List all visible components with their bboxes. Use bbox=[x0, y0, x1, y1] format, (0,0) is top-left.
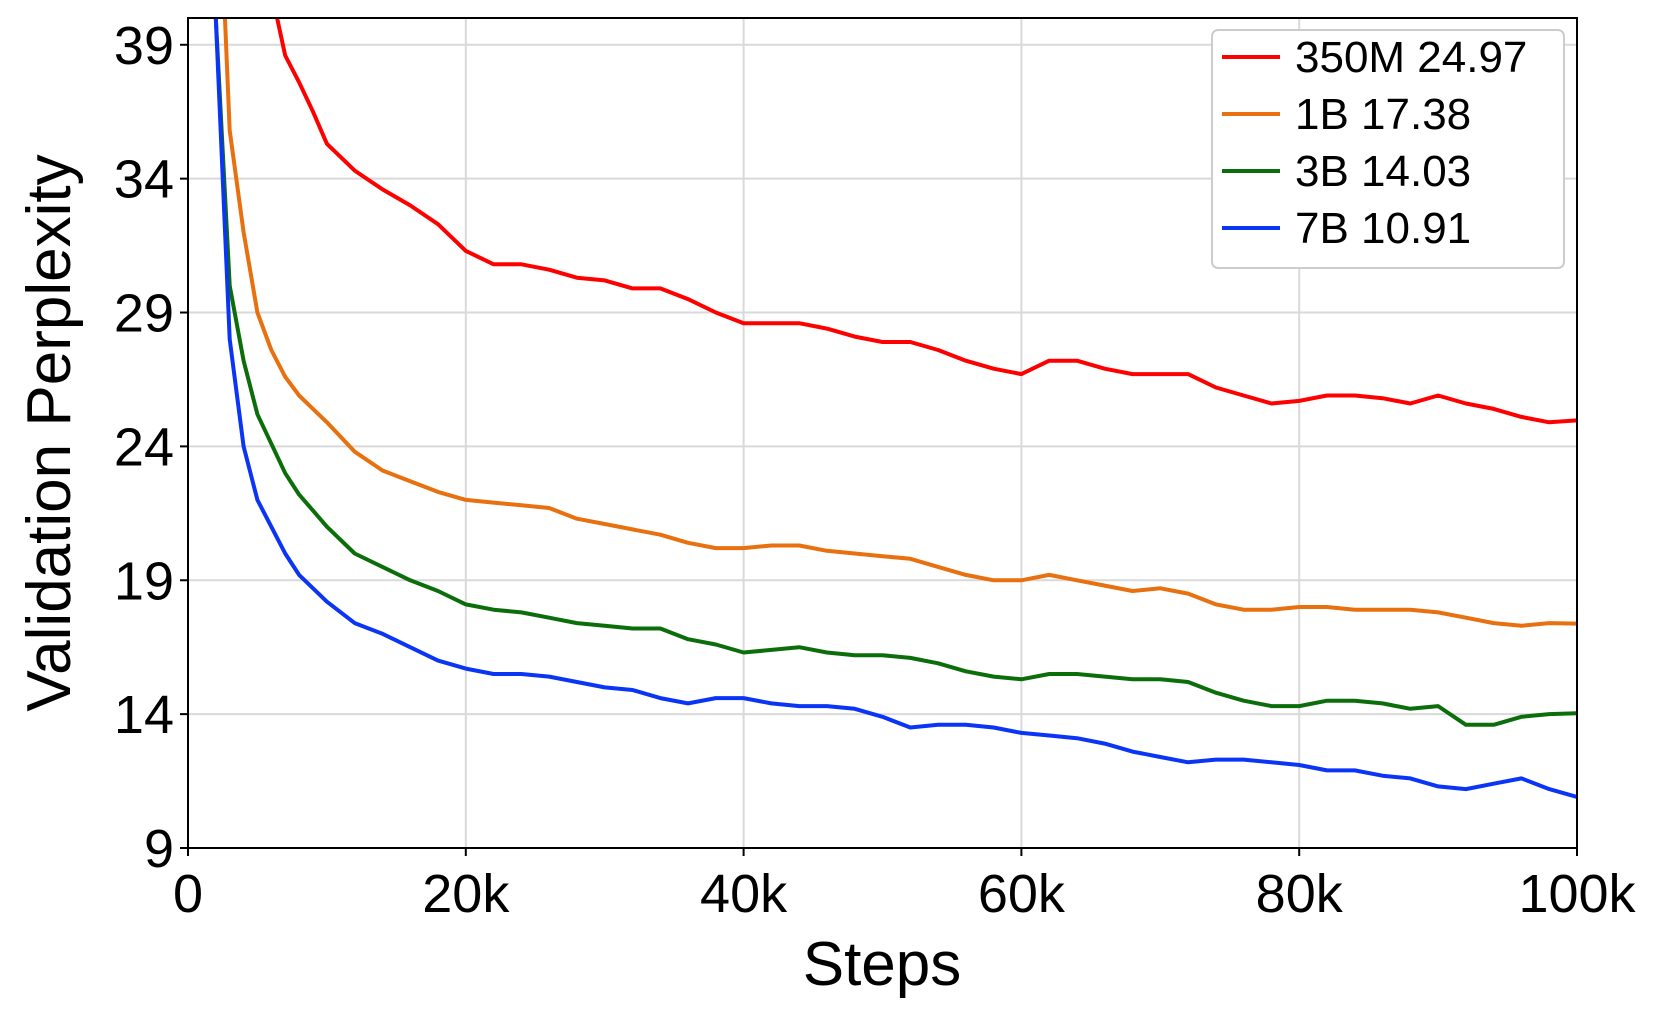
x-tick-label: 20k bbox=[422, 864, 510, 924]
x-tick-label: 100k bbox=[1518, 864, 1636, 924]
legend-label: 3B 14.03 bbox=[1295, 147, 1471, 196]
series-line-2 bbox=[213, 18, 1577, 727]
x-tick-label: 80k bbox=[1256, 864, 1344, 924]
y-tick-label: 9 bbox=[144, 819, 174, 879]
y-axis-title: Validation Perplexity bbox=[15, 154, 84, 711]
legend: 350M 24.97 1B 17.38 3B 14.03 7B 10.91 bbox=[1211, 29, 1565, 269]
y-tick-label: 19 bbox=[114, 551, 174, 611]
legend-label: 1B 17.38 bbox=[1295, 90, 1471, 139]
series-lines bbox=[213, 18, 1577, 799]
legend-box bbox=[1211, 29, 1565, 269]
y-tick-label: 14 bbox=[114, 685, 174, 745]
plot-frame bbox=[187, 17, 1578, 849]
y-tick-label: 34 bbox=[114, 150, 174, 210]
series-line-0 bbox=[275, 18, 1577, 425]
x-tick-label: 60k bbox=[978, 864, 1066, 924]
series-line-1 bbox=[222, 18, 1577, 628]
series-line-3 bbox=[213, 18, 1577, 799]
y-tick-label: 29 bbox=[114, 284, 174, 344]
x-axis-ticks: 0 20k 40k 60k 80k 100k bbox=[173, 848, 1637, 924]
x-tick-label: 40k bbox=[700, 864, 788, 924]
y-tick-label: 39 bbox=[114, 16, 174, 76]
x-axis-title: Steps bbox=[803, 930, 962, 999]
x-tick-label: 0 bbox=[173, 864, 203, 924]
legend-label: 350M 24.97 bbox=[1295, 33, 1527, 82]
y-axis-ticks: 9 14 19 24 29 34 39 bbox=[114, 16, 188, 879]
y-tick-label: 24 bbox=[114, 417, 174, 477]
legend-label: 7B 10.91 bbox=[1295, 204, 1471, 253]
